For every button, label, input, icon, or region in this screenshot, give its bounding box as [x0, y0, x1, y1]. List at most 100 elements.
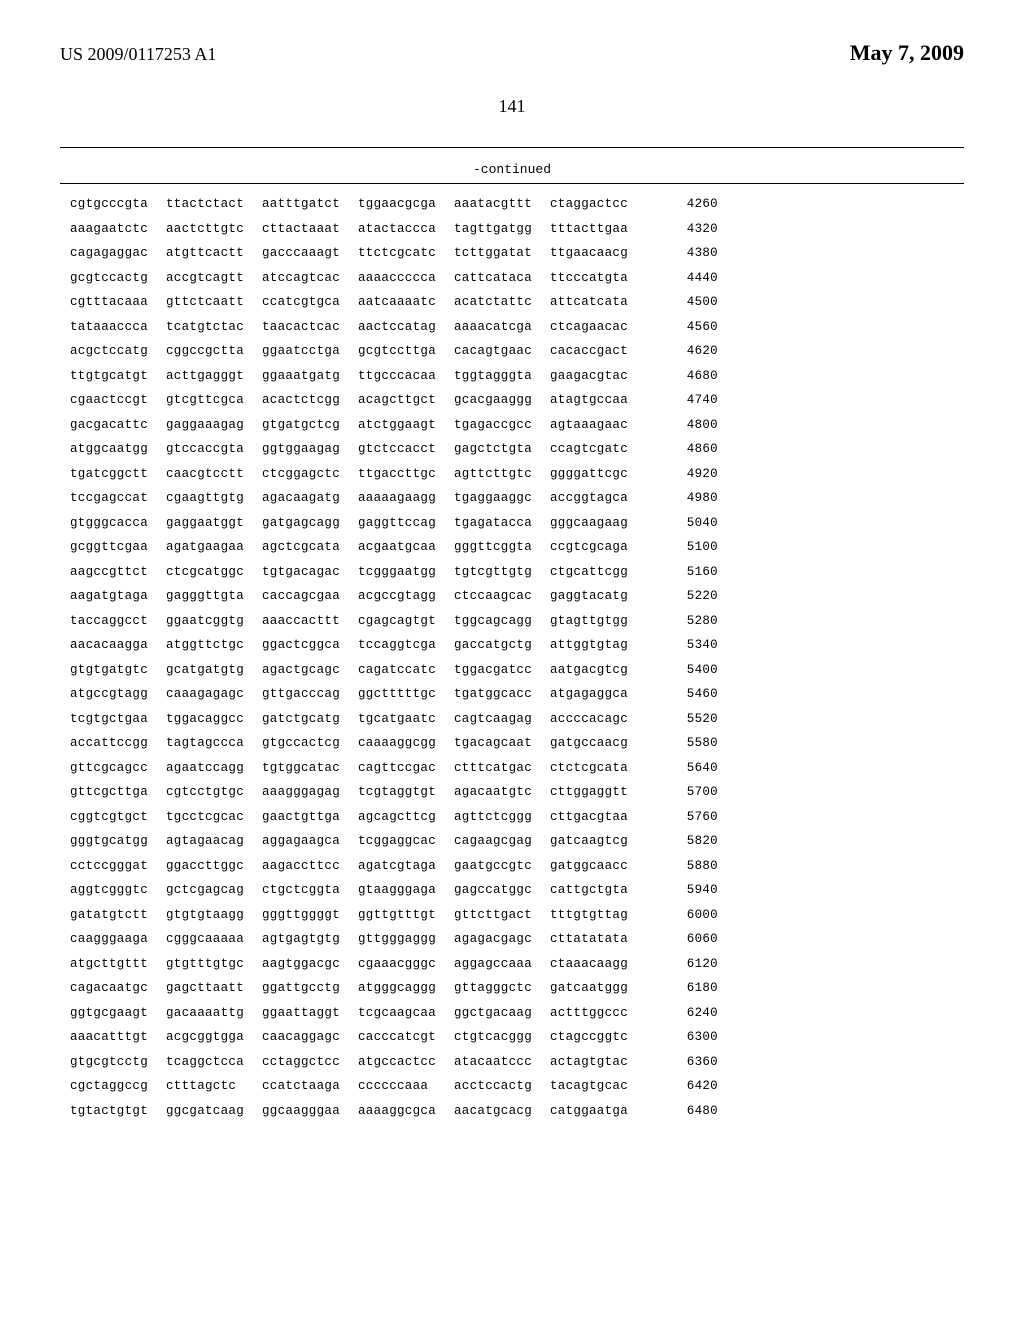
sequence-block: cggccgctta: [166, 345, 254, 358]
sequence-position: 5100: [668, 541, 718, 554]
sequence-block: aaagaatctc: [70, 223, 158, 236]
sequence-row: tccgagccatcgaagttgtgagacaagatgaaaaagaagg…: [70, 492, 964, 505]
sequence-block: gatggcaacc: [550, 860, 638, 873]
sequence-block: tcgtaggtgt: [358, 786, 446, 799]
sequence-block: aggtcgggtc: [70, 884, 158, 897]
sequence-block: ggttgtttgt: [358, 909, 446, 922]
sequence-blocks: taccaggcctggaatcggtgaaaccactttcgagcagtgt…: [70, 615, 638, 628]
sequence-blocks: aaagaatctcaactcttgtccttactaaatatactaccca…: [70, 223, 638, 236]
sequence-blocks: tcgtgctgaatggacaggccgatctgcatgtgcatgaatc…: [70, 713, 638, 726]
sequence-blocks: cgctaggccgctttagctcccatctaagaccccccaaaac…: [70, 1080, 638, 1093]
sequence-position: 5160: [668, 566, 718, 579]
sequence-block: atggcaatgg: [70, 443, 158, 456]
sequence-position: 4440: [668, 272, 718, 285]
publication-number: US 2009/0117253 A1: [60, 44, 216, 65]
sequence-row: cagagaggacatgttcacttgacccaaagtttctcgcatc…: [70, 247, 964, 260]
sequence-block: aaaacatcga: [454, 321, 542, 334]
sequence-block: aaaccacttt: [262, 615, 350, 628]
sequence-block: ctagccggtc: [550, 1031, 638, 1044]
sequence-block: ctctcgcata: [550, 762, 638, 775]
sequence-block: gtgtttgtgc: [166, 958, 254, 971]
sequence-block: acagcttgct: [358, 394, 446, 407]
sequence-block: gcatgatgtg: [166, 664, 254, 677]
sequence-block: gttgggaggg: [358, 933, 446, 946]
sequence-row: aaagaatctcaactcttgtccttactaaatatactaccca…: [70, 223, 964, 236]
sequence-block: tgagatacca: [454, 517, 542, 530]
sequence-position: 5520: [668, 713, 718, 726]
sequence-position: 5040: [668, 517, 718, 530]
sequence-row: tataaacccatcatgtctactaacactcacaactccatag…: [70, 321, 964, 334]
sequence-block: ggaatcctga: [262, 345, 350, 358]
sequence-block: tgtactgtgt: [70, 1105, 158, 1118]
sequence-blocks: tataaacccatcatgtctactaacactcacaactccatag…: [70, 321, 638, 334]
sequence-block: gatgagcagg: [262, 517, 350, 530]
sequence-block: cctaggctcc: [262, 1056, 350, 1069]
sequence-block: cttactaaat: [262, 223, 350, 236]
sequence-position: 5820: [668, 835, 718, 848]
sequence-block: tggacgatcc: [454, 664, 542, 677]
sequence-row: atgccgtaggcaaagagagcgttgacccagggctttttgc…: [70, 688, 964, 701]
sequence-blocks: gtgggcaccagaggaatggtgatgagcagggaggttccag…: [70, 517, 638, 530]
sequence-block: gaactgttga: [262, 811, 350, 824]
sequence-block: tccgagccat: [70, 492, 158, 505]
sequence-block: ggtgcgaagt: [70, 1007, 158, 1020]
sequence-position: 5400: [668, 664, 718, 677]
sequence-position: 6420: [668, 1080, 718, 1093]
sequence-block: caccagcgaa: [262, 590, 350, 603]
sequence-block: gttcttgact: [454, 909, 542, 922]
sequence-blocks: cagacaatgcgagcttaattggattgcctgatgggcaggg…: [70, 982, 638, 995]
sequence-block: gcggttcgaa: [70, 541, 158, 554]
sequence-block: gaggaatggt: [166, 517, 254, 530]
sequence-block: ctcggagctc: [262, 468, 350, 481]
sequence-block: gttcgcagcc: [70, 762, 158, 775]
sequence-blocks: accattccggtagtagcccagtgccactcgcaaaaggcgg…: [70, 737, 638, 750]
sequence-position: 6000: [668, 909, 718, 922]
sequence-block: ctcgcatggc: [166, 566, 254, 579]
sequence-block: ttgtgcatgt: [70, 370, 158, 383]
sequence-block: acactctcgg: [262, 394, 350, 407]
sequence-block: gtcgttcgca: [166, 394, 254, 407]
sequence-position: 5580: [668, 737, 718, 750]
sequence-blocks: gatatgtcttgtgtgtaagggggttggggtggttgtttgt…: [70, 909, 638, 922]
sequence-block: accccacagc: [550, 713, 638, 726]
sequence-block: atagtgccaa: [550, 394, 638, 407]
divider-bottom: [60, 183, 964, 184]
sequence-blocks: cagagaggacatgttcacttgacccaaagtttctcgcatc…: [70, 247, 638, 260]
sequence-row: gtgcgtcctgtcaggctccacctaggctccatgccactcc…: [70, 1056, 964, 1069]
sequence-blocks: ggtgcgaagtgacaaaattgggaattaggttcgcaagcaa…: [70, 1007, 638, 1020]
sequence-position: 5640: [668, 762, 718, 775]
sequence-row: gtgggcaccagaggaatggtgatgagcagggaggttccag…: [70, 517, 964, 530]
sequence-block: catggaatga: [550, 1105, 638, 1118]
sequence-block: aactccatag: [358, 321, 446, 334]
sequence-row: accattccggtagtagcccagtgccactcgcaaaaggcgg…: [70, 737, 964, 750]
sequence-row: tcgtgctgaatggacaggccgatctgcatgtgcatgaatc…: [70, 713, 964, 726]
sequence-block: tttgtgttag: [550, 909, 638, 922]
sequence-blocks: gttcgcagccagaatccaggtgtggcataccagttccgac…: [70, 762, 638, 775]
sequence-block: tgatggcacc: [454, 688, 542, 701]
sequence-block: cgggcaaaaa: [166, 933, 254, 946]
sequence-block: ccagtcgatc: [550, 443, 638, 456]
sequence-block: atgcttgttt: [70, 958, 158, 971]
sequence-block: acatctattc: [454, 296, 542, 309]
sequence-block: cattcataca: [454, 272, 542, 285]
sequence-blocks: tgatcggcttcaacgtccttctcggagctcttgaccttgc…: [70, 468, 638, 481]
sequence-block: gtagttgtgg: [550, 615, 638, 628]
sequence-block: agtaaagaac: [550, 419, 638, 432]
sequence-block: gtccaccgta: [166, 443, 254, 456]
sequence-blocks: cgaactccgtgtcgttcgcaacactctcggacagcttgct…: [70, 394, 638, 407]
sequence-position: 6060: [668, 933, 718, 946]
sequence-block: accattccgg: [70, 737, 158, 750]
page-header: US 2009/0117253 A1 May 7, 2009: [60, 40, 964, 66]
sequence-block: ctgcattcgg: [550, 566, 638, 579]
sequence-block: ctaaacaagg: [550, 958, 638, 971]
sequence-row: taccaggcctggaatcggtgaaaccactttcgagcagtgt…: [70, 615, 964, 628]
sequence-block: tgcatgaatc: [358, 713, 446, 726]
sequence-block: cagatccatc: [358, 664, 446, 677]
sequence-position: 5700: [668, 786, 718, 799]
sequence-block: agatcgtaga: [358, 860, 446, 873]
sequence-row: aggtcgggtcgctcgagcagctgctcggtagtaagggaga…: [70, 884, 964, 897]
sequence-block: tggacaggcc: [166, 713, 254, 726]
sequence-block: aagaccttcc: [262, 860, 350, 873]
sequence-block: cttggaggtt: [550, 786, 638, 799]
sequence-row: gttcgcttgacgtcctgtgcaaagggagagtcgtaggtgt…: [70, 786, 964, 799]
